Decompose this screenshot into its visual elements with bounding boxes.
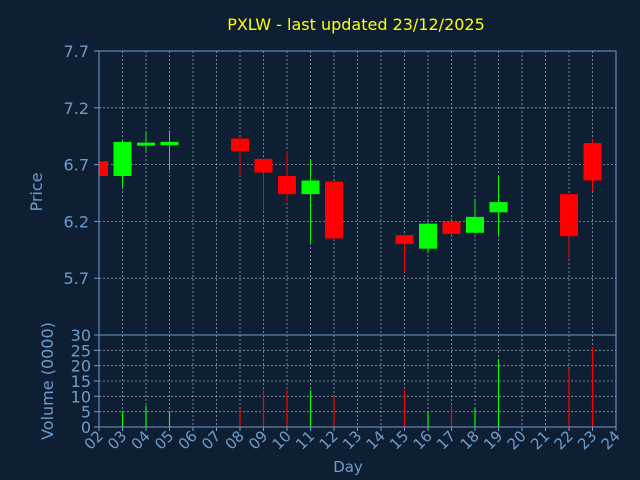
volume-tick-label: 25 (71, 341, 91, 360)
volume-bar (474, 408, 476, 427)
candle-body (560, 194, 578, 237)
candle (278, 150, 296, 201)
volume-bar (568, 368, 570, 427)
x-tick-label: 09 (245, 427, 271, 453)
x-axis-ticks: 0203040506070809101112131415161718192021… (81, 427, 624, 453)
chart-title: PXLW - last updated 23/12/2025 (227, 15, 485, 34)
volume-bar (262, 390, 265, 427)
candle (560, 194, 578, 258)
x-tick-label: 10 (269, 427, 295, 453)
volume-bar (497, 359, 500, 427)
candle-body (113, 141, 132, 176)
volume-tick-label: 15 (71, 372, 91, 391)
candle (489, 175, 508, 236)
price-tick-label: 7.2 (64, 99, 89, 118)
x-tick-label: 19 (480, 427, 506, 453)
price-tick-label: 7.7 (64, 42, 89, 61)
x-tick-label: 22 (551, 427, 577, 453)
candle-body (137, 142, 155, 146)
x-tick-label: 12 (316, 427, 342, 453)
x-tick-label: 14 (363, 427, 389, 453)
volume-bar (309, 390, 312, 427)
volume-bar (403, 390, 406, 427)
candle (160, 130, 179, 171)
candle (466, 198, 484, 233)
x-tick-label: 23 (574, 427, 600, 453)
volume-tick-label: 0 (81, 418, 91, 437)
price-axis-label: Price (27, 172, 46, 211)
x-tick-label: 24 (598, 427, 624, 453)
candle (231, 138, 249, 176)
candle-body (231, 138, 249, 151)
candle (301, 158, 320, 243)
volume-bar (145, 405, 147, 427)
candle (442, 221, 461, 236)
price-gridlines (99, 50, 616, 335)
volume-tick-label: 20 (71, 357, 91, 376)
volume-bar (333, 396, 335, 427)
candle-body (278, 175, 296, 195)
candle-body (254, 158, 273, 173)
price-y-ticks: 7.7 7.2 6.7 6.2 5.7 (64, 42, 99, 288)
volume-tick-label: 30 (71, 326, 91, 345)
candle-body (442, 221, 461, 234)
candle (395, 235, 414, 273)
x-tick-label: 17 (433, 427, 459, 453)
candle-body (419, 223, 437, 249)
price-panel: 7.7 7.2 6.7 6.2 5.7 Price (27, 42, 617, 336)
x-tick-label: 03 (104, 427, 130, 453)
candle (325, 181, 343, 240)
x-tick-label: 15 (386, 427, 412, 453)
x-tick-label: 06 (175, 427, 201, 453)
candle-body (160, 141, 179, 146)
x-tick-label: 11 (292, 427, 318, 453)
price-tick-label: 6.2 (64, 212, 89, 231)
x-tick-label: 21 (527, 427, 553, 453)
candle-body (489, 202, 508, 213)
x-tick-label: 05 (151, 427, 177, 453)
price-tick-label: 6.7 (64, 156, 89, 175)
candle-body (395, 235, 414, 245)
volume-bar (591, 347, 594, 427)
price-candles (98, 130, 602, 273)
candle-body (325, 181, 343, 239)
volume-bar (239, 408, 241, 427)
x-tick-label: 16 (410, 427, 436, 453)
candle-body (466, 216, 484, 233)
x-tick-label: 18 (457, 427, 483, 453)
x-tick-label: 04 (128, 427, 154, 453)
volume-tick-label: 5 (81, 403, 91, 422)
candle (254, 158, 273, 211)
volume-bar (427, 411, 429, 427)
volume-bar (450, 405, 453, 427)
volume-gridlines (99, 335, 616, 427)
x-tick-label: 13 (339, 427, 365, 453)
candle-body (99, 161, 108, 176)
candle (98, 161, 108, 176)
x-tick-label: 20 (504, 427, 530, 453)
x-tick-label: 08 (222, 427, 248, 453)
candle (419, 222, 437, 254)
volume-bar (121, 411, 124, 427)
volume-tick-label: 10 (71, 387, 91, 406)
volume-bar (286, 390, 288, 427)
candle (137, 131, 155, 151)
x-axis-label: Day (333, 458, 363, 476)
candle-body (301, 180, 320, 195)
volume-bar (168, 411, 171, 427)
candle (583, 139, 602, 191)
candle-body (583, 143, 602, 181)
price-tick-label: 5.7 (64, 269, 89, 288)
x-tick-label: 07 (198, 427, 224, 453)
candle (113, 140, 132, 188)
volume-bars (121, 347, 594, 427)
volume-axis-label: Volume (0000) (38, 322, 57, 440)
